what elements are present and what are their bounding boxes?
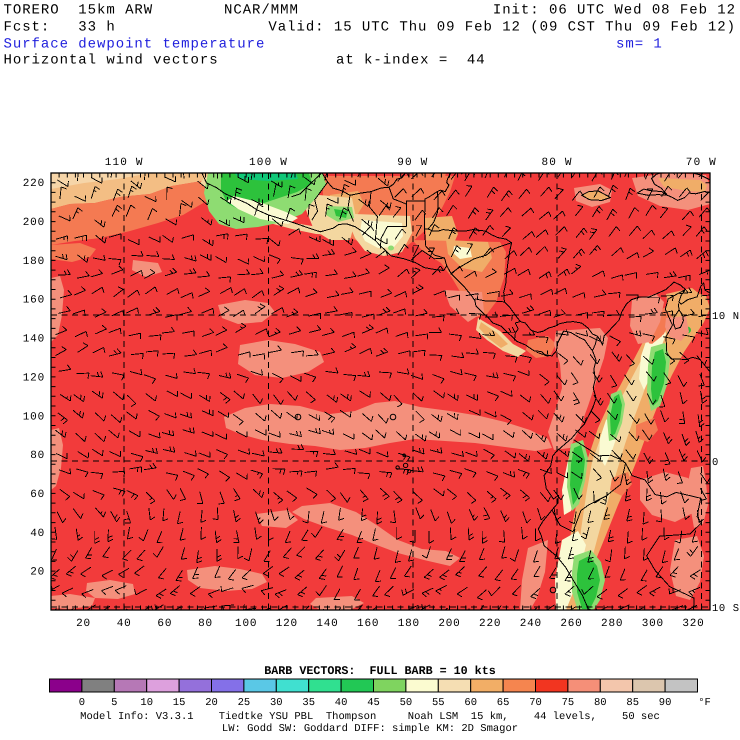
svg-text:200: 200 xyxy=(23,217,45,229)
svg-text:Surface dewpoint temperature: Surface dewpoint temperature xyxy=(4,37,266,53)
svg-text:60: 60 xyxy=(464,697,477,709)
svg-text:100: 100 xyxy=(23,411,45,423)
svg-text:35: 35 xyxy=(302,697,315,709)
svg-text:200: 200 xyxy=(438,618,460,630)
svg-text:65: 65 xyxy=(497,697,510,709)
svg-text:140: 140 xyxy=(23,334,45,346)
svg-text:240: 240 xyxy=(520,618,542,630)
svg-text:60: 60 xyxy=(157,618,172,630)
svg-text:0: 0 xyxy=(712,457,719,469)
svg-text:10: 10 xyxy=(140,697,153,709)
svg-text:at k-index = 44: at k-index = 44 xyxy=(336,53,486,69)
svg-text:55: 55 xyxy=(432,697,445,709)
svg-text:30: 30 xyxy=(270,697,283,709)
svg-text:60: 60 xyxy=(30,489,45,501)
svg-text:280: 280 xyxy=(601,618,623,630)
svg-text:90 W: 90 W xyxy=(397,157,428,169)
svg-text:180: 180 xyxy=(23,256,45,268)
svg-text:40: 40 xyxy=(30,528,45,540)
svg-text:160: 160 xyxy=(23,295,45,307)
svg-text:TORERO 15km ARW: TORERO 15km ARW xyxy=(4,3,154,19)
svg-text:75: 75 xyxy=(562,697,575,709)
svg-text:Init: 06 UTC Wed 08 Feb 12: Init: 06 UTC Wed 08 Feb 12 xyxy=(493,3,736,19)
svg-text:80 W: 80 W xyxy=(541,157,572,169)
svg-text:Fcst: 33 h: Fcst: 33 h xyxy=(4,20,116,36)
svg-text:300: 300 xyxy=(642,618,664,630)
svg-text:40: 40 xyxy=(117,618,132,630)
svg-text:10 N: 10 N xyxy=(712,311,740,323)
svg-text:20: 20 xyxy=(205,697,218,709)
svg-text:50: 50 xyxy=(400,697,413,709)
svg-text:sm= 1: sm= 1 xyxy=(616,37,663,53)
svg-text:320: 320 xyxy=(682,618,704,630)
svg-text:160: 160 xyxy=(357,618,379,630)
svg-text:80: 80 xyxy=(198,618,213,630)
svg-text:80: 80 xyxy=(30,450,45,462)
svg-text:140: 140 xyxy=(316,618,338,630)
svg-text:120: 120 xyxy=(23,372,45,384)
svg-text:100: 100 xyxy=(235,618,257,630)
svg-text:45: 45 xyxy=(367,697,380,709)
svg-text:20: 20 xyxy=(30,567,45,579)
svg-text:BARB VECTORS: FULL BARB = 10: BARB VECTORS: FULL BARB = 10 kts xyxy=(264,664,495,678)
svg-text:15: 15 xyxy=(173,697,186,709)
svg-text:85: 85 xyxy=(626,697,639,709)
svg-text:70 W: 70 W xyxy=(686,157,717,169)
svg-text:220: 220 xyxy=(479,618,501,630)
svg-text:LW: Godd SW: Goddard DIFF: sim: LW: Godd SW: Goddard DIFF: simple KM: 2D… xyxy=(222,723,518,735)
svg-text:120: 120 xyxy=(276,618,298,630)
svg-text:Horizontal wind vectors: Horizontal wind vectors xyxy=(4,53,219,69)
svg-text:25: 25 xyxy=(238,697,251,709)
svg-text:5: 5 xyxy=(111,697,117,709)
svg-text:100 W: 100 W xyxy=(249,157,288,169)
svg-text:220: 220 xyxy=(23,178,45,190)
svg-text:110 W: 110 W xyxy=(105,157,144,169)
svg-text:90: 90 xyxy=(659,697,672,709)
svg-text:Valid: 15 UTC Thu 09 Feb 12 (0: Valid: 15 UTC Thu 09 Feb 12 (09 CST Thu … xyxy=(268,20,736,36)
svg-text:80: 80 xyxy=(594,697,607,709)
svg-text:20: 20 xyxy=(76,618,91,630)
svg-text:Model Info: V3.3.1 Tiedtke: Model Info: V3.3.1 Tiedtke YSU PBL Thomp… xyxy=(80,711,660,723)
svg-text:NCAR/MMM: NCAR/MMM xyxy=(224,3,299,19)
svg-text:260: 260 xyxy=(560,618,582,630)
svg-text:10 S: 10 S xyxy=(712,603,740,615)
svg-text:180: 180 xyxy=(398,618,420,630)
svg-text:40: 40 xyxy=(335,697,348,709)
svg-text:0: 0 xyxy=(79,697,85,709)
svg-text:°F: °F xyxy=(698,697,711,709)
svg-text:70: 70 xyxy=(529,697,542,709)
